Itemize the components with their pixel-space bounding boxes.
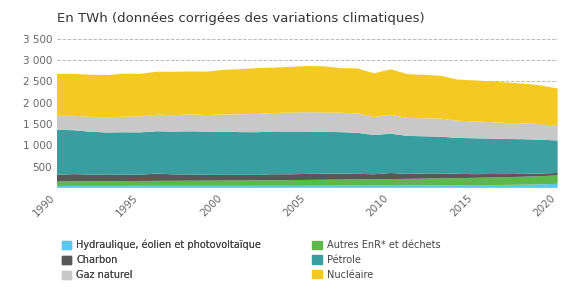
Text: En TWh (données corrigées des variations climatiques): En TWh (données corrigées des variations… bbox=[57, 12, 424, 25]
Legend: Autres EnR* et déchets, Pétrole, Nucléaire: Autres EnR* et déchets, Pétrole, Nucléai… bbox=[312, 240, 440, 280]
